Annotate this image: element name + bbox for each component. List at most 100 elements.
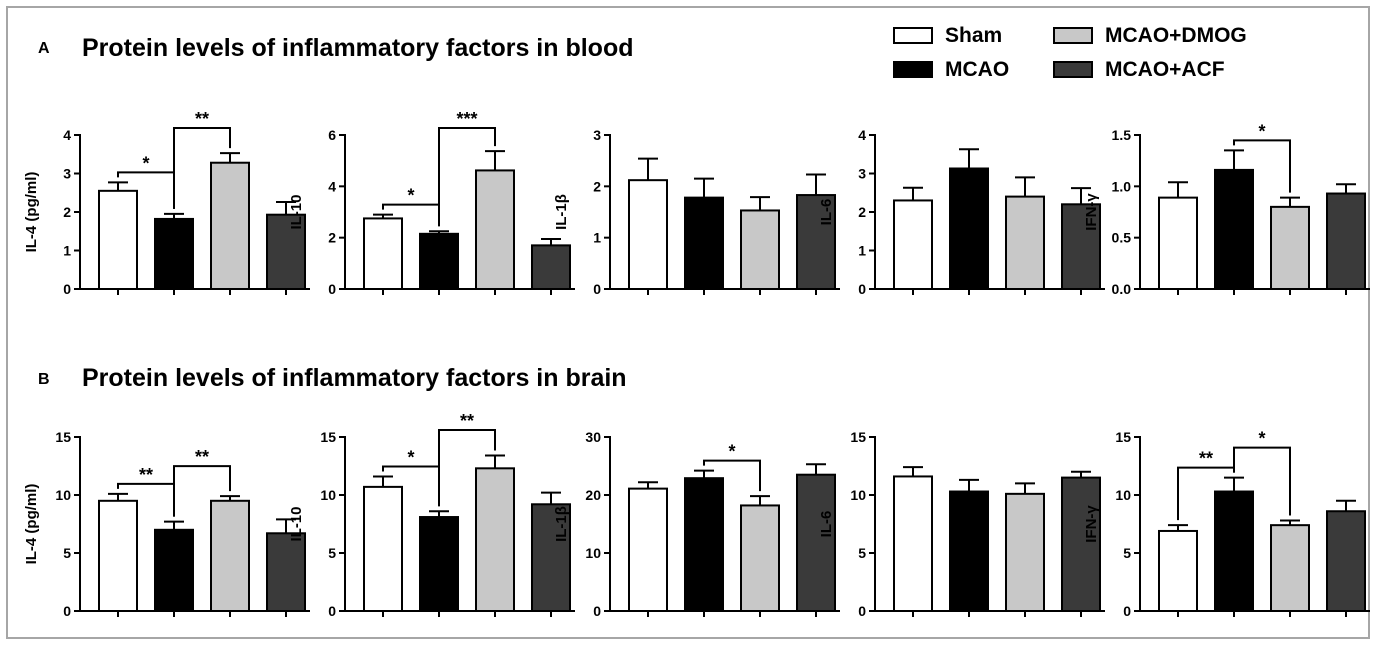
chart-brain-il6: IL-6 0 5 10 15 [818,429,1105,619]
panel-b-letter: B [38,371,50,388]
bar-mcao [684,196,724,290]
significance-label: ** [1199,449,1213,469]
bar-mcao [949,490,989,612]
legend-swatch-mcao-dmog [1053,27,1093,44]
y-tick-label: 6 [328,127,336,143]
bar-mcao-acf [266,532,306,612]
bar-mcao-acf [1061,476,1101,612]
significance-label: ** [139,465,153,485]
legend-label-mcao-dmog: MCAO+DMOG [1105,24,1247,47]
bar-mcao-dmog [740,209,780,290]
significance-label: * [1258,429,1265,449]
y-tick-label: 3 [63,166,71,182]
y-tick-label: 0 [593,281,601,297]
significance-label: *** [456,109,477,129]
bar-sham [363,217,403,290]
bar-mcao-acf [796,194,836,290]
bar-sham [1158,196,1198,290]
chart-brain-il1b: IL-1β 0 10 20 30 * [553,429,840,619]
panel-a-title: Protein levels of inflammatory factors i… [82,34,634,62]
y-tick-label: 10 [585,545,601,561]
y-axis-label: IFN-γ [1083,193,1100,231]
bar-sham [893,199,933,290]
y-tick-label: 1 [63,243,71,259]
y-tick-label: 0 [593,603,601,619]
bar-mcao-acf [531,244,571,291]
bar-mcao-acf [531,503,571,612]
figure-frame [6,6,1370,639]
y-tick-label: 5 [63,545,71,561]
y-tick-label: 3 [593,127,601,143]
legend-label-mcao-acf: MCAO+ACF [1105,58,1225,81]
significance-bracket [173,127,231,209]
legend-swatch-mcao-acf [1053,61,1093,78]
legend-label-sham: Sham [945,24,1003,47]
y-tick-label: 10 [1115,487,1131,503]
bar-mcao-dmog [740,504,780,612]
significance-label: ** [460,411,474,431]
y-tick-label: 0.0 [1112,281,1132,297]
y-axis-label: IL-6 [818,511,835,538]
significance-label: ** [195,109,209,129]
bar-mcao [684,477,724,613]
y-tick-label: 15 [320,429,336,445]
bar-mcao-dmog [1005,195,1045,290]
bar-mcao [154,528,194,612]
significance-label: ** [195,447,209,467]
legend-label-mcao: MCAO [945,58,1010,81]
y-tick-label: 2 [858,204,866,220]
y-tick-label: 2 [63,204,71,220]
y-tick-label: 0 [328,281,336,297]
significance-bracket [703,459,761,492]
y-tick-label: 1.5 [1112,127,1132,143]
y-tick-label: 0.5 [1112,230,1132,246]
bar-mcao-dmog [210,499,250,612]
significance-bracket [1233,446,1291,516]
bar-mcao-dmog [1270,205,1310,290]
bar-sham [893,475,933,612]
bar-sham [628,179,668,290]
y-tick-label: 0 [63,281,71,297]
significance-bracket [438,429,496,507]
y-tick-label: 20 [585,487,601,503]
y-tick-label: 5 [858,545,866,561]
y-axis-label: IFN-γ [1083,505,1100,543]
bar-mcao-dmog [1005,492,1045,612]
y-tick-label: 0 [1123,603,1131,619]
y-axis-label: IL-1β [553,506,570,542]
y-axis-label: IL-4 (pg/ml) [23,172,40,253]
y-tick-label: 30 [585,429,601,445]
y-tick-label: 1 [593,230,601,246]
y-tick-label: 2 [328,230,336,246]
y-tick-label: 10 [55,487,71,503]
bar-mcao-dmog [475,169,515,290]
chart-blood-il6: IL-6 0 1 2 3 4 [818,127,1105,297]
chart-brain-il4: IL-4 (pg/ml) 0 5 10 15 ** ** [23,429,310,619]
bar-mcao [419,516,459,612]
y-tick-label: 4 [328,178,336,194]
y-tick-label: 5 [328,545,336,561]
y-tick-label: 5 [1123,545,1131,561]
chart-blood-il1b: IL-1β 0 1 2 3 [553,127,840,297]
y-tick-label: 4 [858,127,866,143]
significance-label: * [407,447,414,467]
bar-sham [363,485,403,612]
bar-mcao [949,167,989,290]
bar-sham [628,487,668,612]
bar-mcao-dmog [210,161,250,290]
significance-label: * [728,442,735,462]
y-tick-label: 4 [63,127,71,143]
y-tick-label: 3 [858,166,866,182]
y-tick-label: 15 [850,429,866,445]
y-tick-label: 10 [320,487,336,503]
significance-bracket [1233,139,1291,193]
bar-mcao-dmog [475,467,515,612]
significance-label: * [142,153,149,173]
bar-mcao-acf [796,473,836,613]
y-axis-label: IL-10 [288,194,305,229]
y-tick-label: 0 [858,603,866,619]
